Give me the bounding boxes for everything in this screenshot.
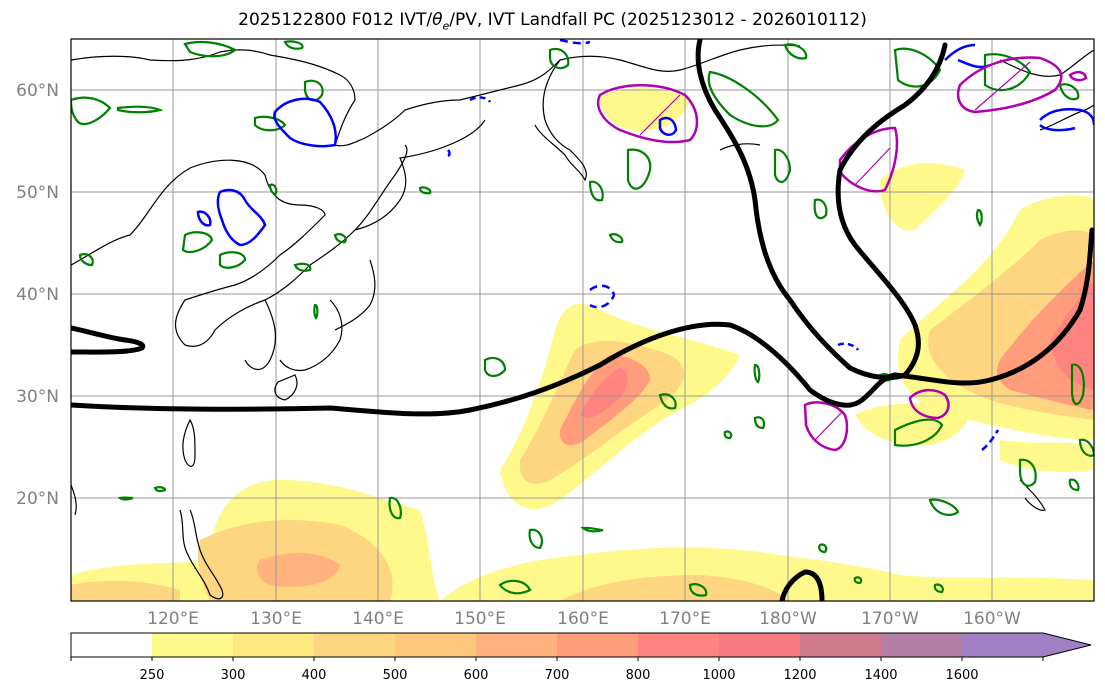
colorbar-labels: 250 300 400 500 600 700 800 1000 1200 14… (140, 668, 979, 683)
colorbar (70, 632, 1092, 661)
colorbar-label-700: 700 (545, 668, 570, 683)
colorbar-label-1400: 1400 (864, 668, 897, 683)
colorbar-label-1200: 1200 (783, 668, 816, 683)
colorbar-segment (962, 633, 1043, 657)
colorbar-segment (152, 633, 233, 657)
lat-label-60n: 60°N (16, 81, 59, 101)
lat-label-30n: 30°N (16, 387, 59, 407)
colorbar-extend-arrow (1043, 633, 1091, 657)
ivt-shading (71, 88, 1094, 601)
lon-label-130e: 130°E (250, 609, 302, 629)
lon-label-180w: 180°W (759, 609, 817, 629)
colorbar-segment (800, 633, 881, 657)
colorbar-segment (314, 633, 395, 657)
pc-contours (71, 39, 1094, 601)
pv-contours (196, 39, 1094, 451)
lat-label-50n: 50°N (16, 183, 59, 203)
lon-label-160w: 160°W (963, 609, 1021, 629)
colorbar-segment (719, 633, 800, 657)
colorbar-outline (70, 632, 1092, 658)
colorbar-segment (638, 633, 719, 657)
colorbar-label-1000: 1000 (702, 668, 735, 683)
graticule (71, 39, 1094, 601)
lon-label-140e: 140°E (352, 609, 404, 629)
colorbar-segment (71, 633, 152, 657)
map-title: 2025122800 F012 IVT/θe/PV, IVT Landfall … (238, 10, 867, 33)
lon-label-150e: 150°E (454, 609, 506, 629)
colorbar-segment (557, 633, 638, 657)
map-frame (70, 38, 1095, 602)
colorbar-segment (395, 633, 476, 657)
colorbar-segment (476, 633, 557, 657)
theta-e-contours (71, 40, 1094, 597)
colorbar-segment (881, 633, 962, 657)
colorbar-label-400: 400 (302, 668, 327, 683)
lon-label-160e: 160°E (557, 609, 609, 629)
lat-label-40n: 40°N (16, 285, 59, 305)
lon-label-120e: 120°E (147, 609, 199, 629)
lon-label-170e: 170°E (659, 609, 711, 629)
colorbar-label-300: 300 (221, 668, 246, 683)
colorbar-label-500: 500 (383, 668, 408, 683)
lon-label-170w: 170°W (861, 609, 919, 629)
longitude-labels: 120°E 130°E 140°E 150°E 160°E 170°E 180°… (147, 609, 1021, 629)
colorbar-label-800: 800 (626, 668, 651, 683)
colorbar-label-600: 600 (464, 668, 489, 683)
colorbar-label-250: 250 (140, 668, 165, 683)
lat-label-20n: 20°N (16, 489, 59, 509)
latitude-labels: 20°N 30°N 40°N 50°N 60°N (16, 81, 59, 509)
colorbar-label-1600: 1600 (945, 668, 978, 683)
colorbar-segment (233, 633, 314, 657)
